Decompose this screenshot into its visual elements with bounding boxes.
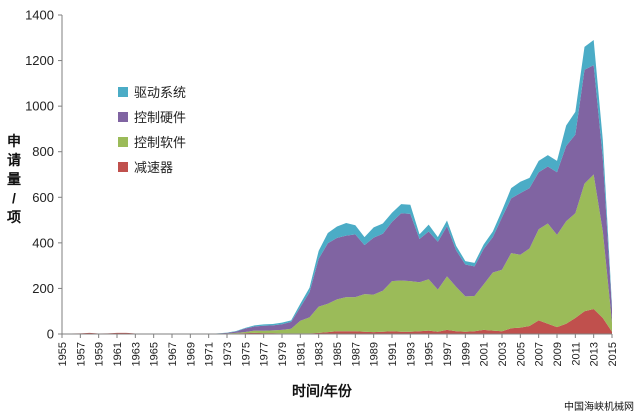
x-tick-label-6: 1967 — [167, 342, 179, 366]
x-tick-label-29: 2013 — [589, 342, 601, 366]
y-tick-label-3: 600 — [32, 190, 54, 205]
y-tick-label-7: 1400 — [25, 8, 54, 23]
legend-swatch-3 — [118, 87, 128, 97]
x-tick-label-13: 1981 — [295, 342, 307, 366]
y-tick-label-5: 1000 — [25, 99, 54, 114]
x-tick-label-7: 1969 — [185, 342, 197, 366]
legend-swatch-0 — [118, 162, 128, 172]
legend-swatch-1 — [118, 137, 128, 147]
y-tick-label-0: 0 — [47, 327, 54, 342]
area-series-0 — [62, 308, 612, 334]
axis-labels: 时间/年份 申请量/项 — [7, 133, 353, 399]
y-tick-label-2: 400 — [32, 235, 54, 250]
x-tick-label-21: 1997 — [442, 342, 454, 366]
x-tick-label-16: 1987 — [350, 342, 362, 366]
x-tick-label-24: 2003 — [497, 342, 509, 366]
x-tick-label-12: 1979 — [277, 342, 289, 366]
x-tick-label-25: 2005 — [515, 342, 527, 366]
x-tick-label-15: 1985 — [332, 342, 344, 366]
x-axis-label: 时间/年份 — [292, 383, 353, 399]
y-tick-label-4: 800 — [32, 144, 54, 159]
legend-label-0: 减速器 — [134, 160, 173, 175]
y-tick-label-6: 1200 — [25, 53, 54, 68]
x-tick-label-8: 1971 — [204, 342, 216, 366]
x-tick-label-3: 1961 — [112, 342, 124, 366]
x-tick-label-10: 1975 — [240, 342, 252, 366]
area-series-2 — [62, 65, 612, 334]
x-tick-label-18: 1991 — [387, 342, 399, 366]
axes — [58, 14, 613, 338]
y-tick-label-1: 200 — [32, 281, 54, 296]
legend-label-3: 驱动系统 — [134, 85, 186, 100]
x-tick-label-9: 1973 — [222, 342, 234, 366]
x-tick-label-2: 1959 — [94, 342, 106, 366]
x-tick-label-28: 2011 — [570, 342, 582, 366]
legend-swatch-2 — [118, 112, 128, 122]
x-tick-label-0: 1955 — [57, 342, 69, 366]
x-tick-label-20: 1995 — [424, 342, 436, 366]
x-tick-label-14: 1983 — [314, 342, 326, 366]
x-tick-label-26: 2007 — [534, 342, 546, 366]
x-tick-label-30: 2015 — [607, 342, 619, 366]
x-tick-label-19: 1993 — [405, 342, 417, 366]
x-tick-label-27: 2009 — [552, 342, 564, 366]
x-tick-labels: 1955 1957 1959 1961 1963 1965 1967 1969 1971 1973… — [57, 342, 619, 366]
area-series-1 — [62, 174, 612, 334]
x-tick-label-23: 2001 — [479, 342, 491, 366]
legend-label-2: 控制硬件 — [134, 110, 186, 125]
x-tick-label-1: 1957 — [75, 342, 87, 366]
y-axis-label: 申请量/项 — [7, 133, 21, 225]
y-tick-labels: 0 200 400 600 800 1000 1200 1400 — [25, 8, 54, 342]
x-tick-label-17: 1989 — [369, 342, 381, 366]
area-layers — [62, 40, 612, 335]
x-tick-label-5: 1965 — [149, 342, 161, 366]
x-tick-label-11: 1977 — [259, 342, 271, 366]
watermark-text: 中国海峡机械网 — [564, 400, 634, 413]
x-tick-label-22: 1999 — [460, 342, 472, 366]
legend-label-1: 控制软件 — [134, 135, 186, 150]
x-tick-label-4: 1963 — [130, 342, 142, 366]
